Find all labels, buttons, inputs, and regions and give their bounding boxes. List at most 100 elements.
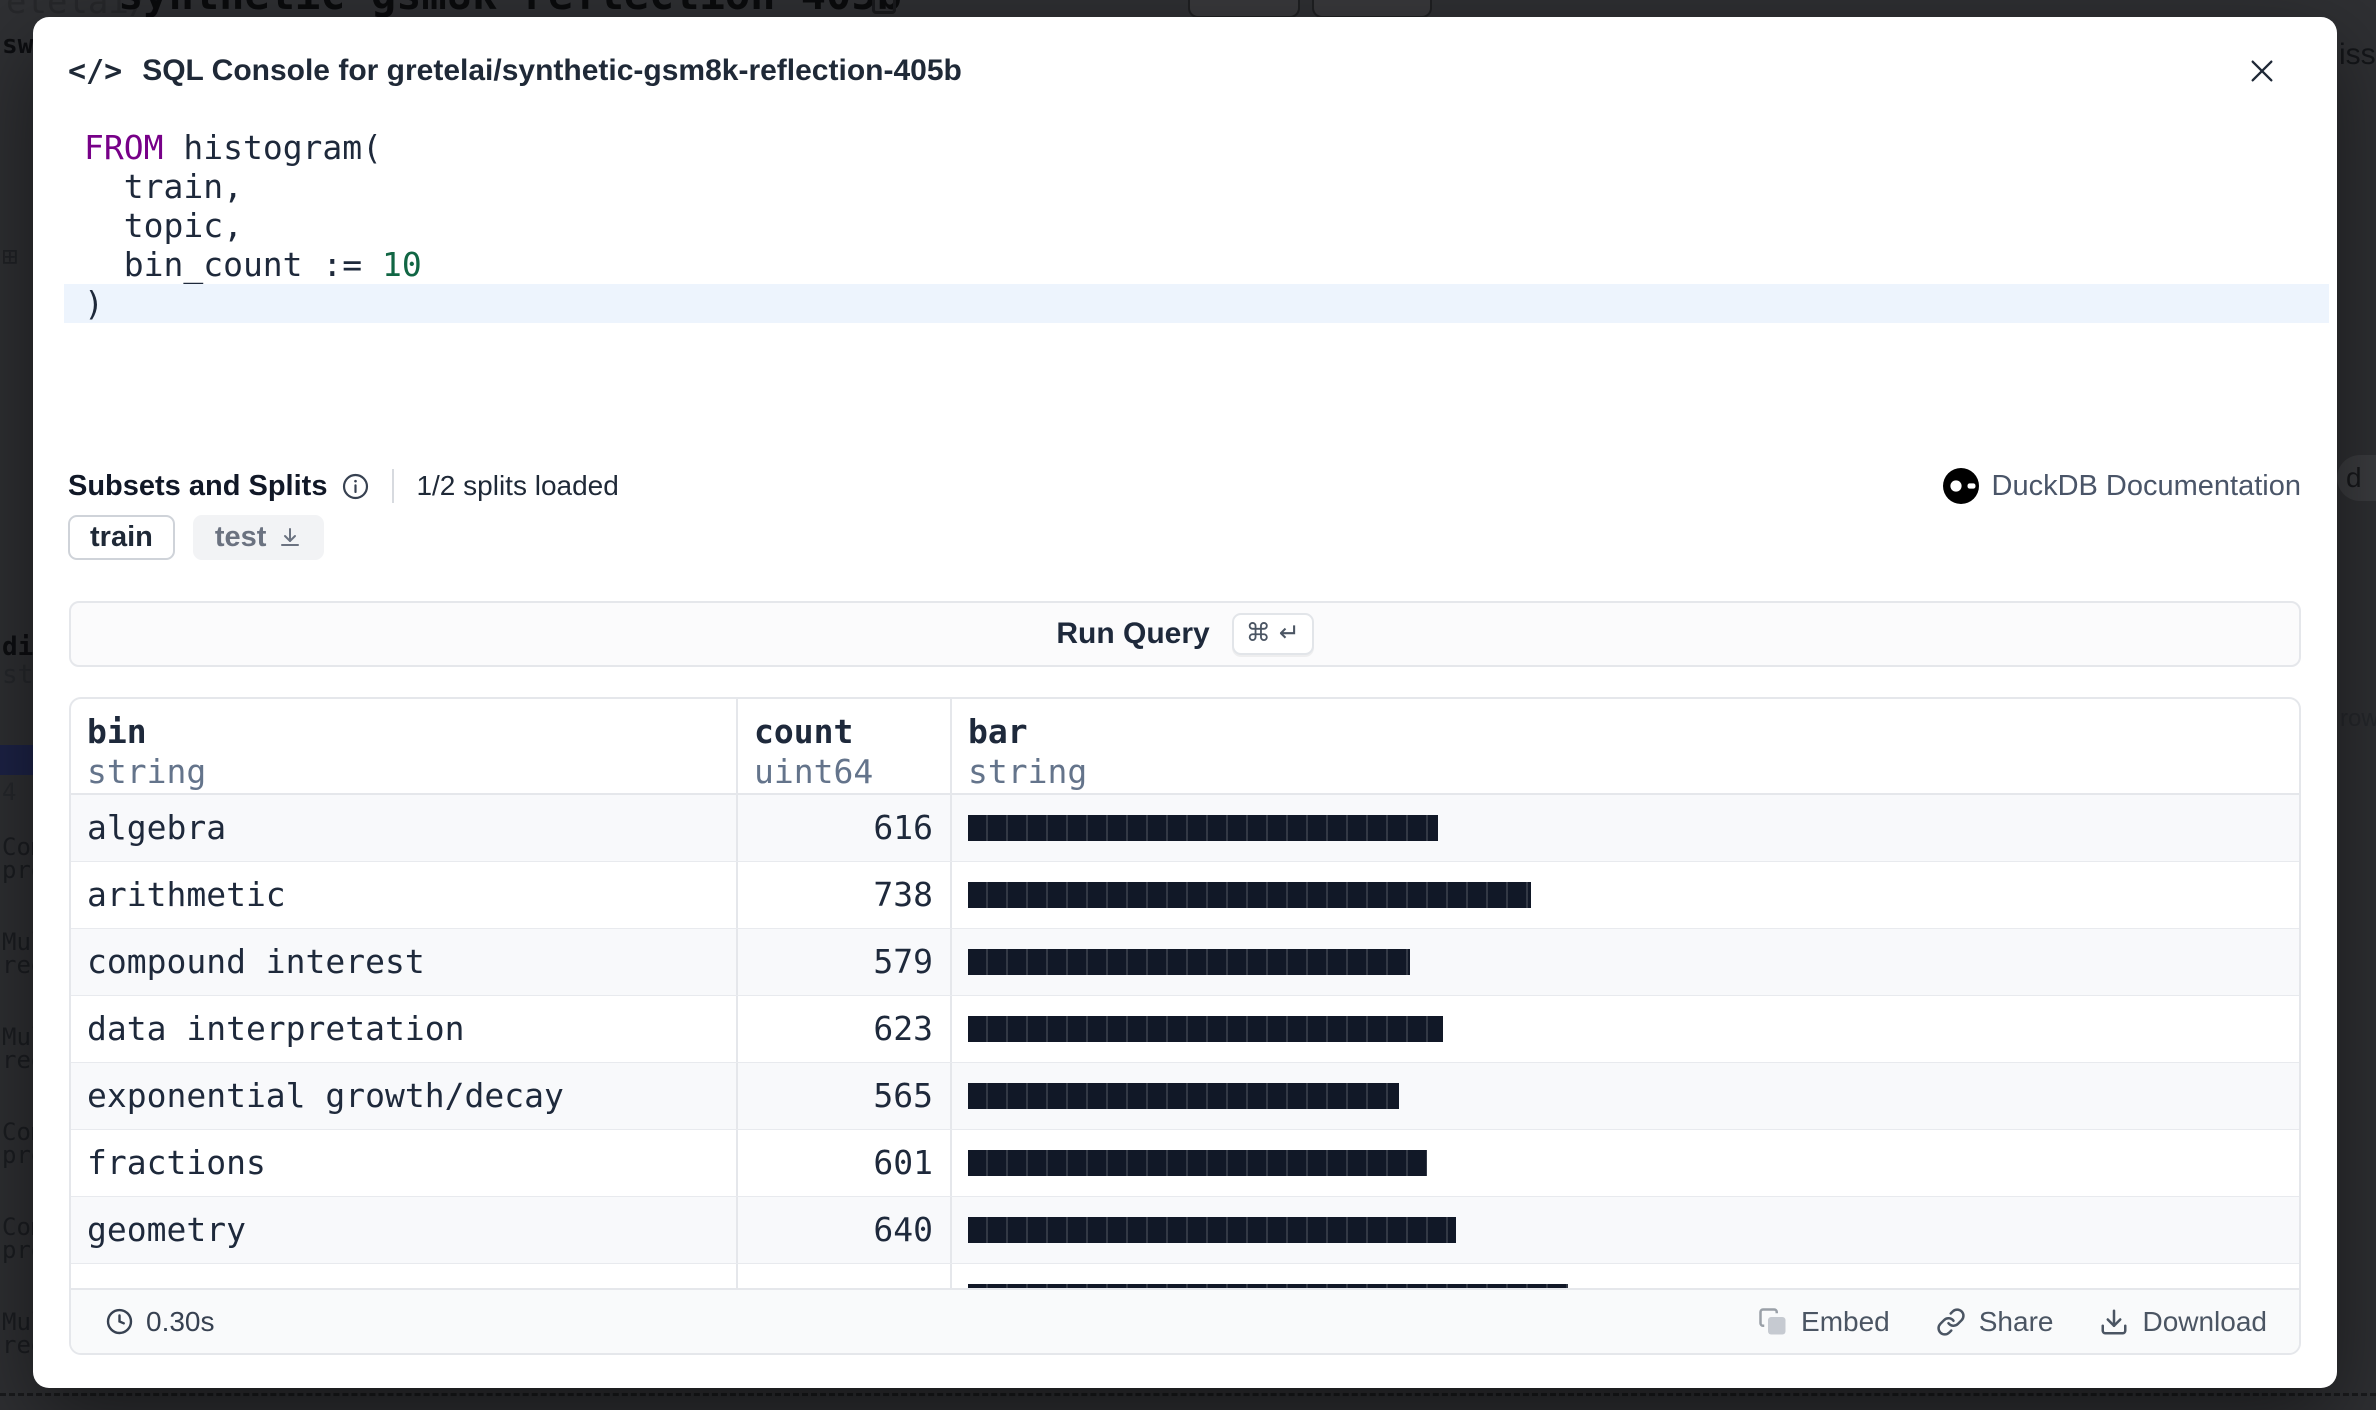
run-query-label: Run Query [1056,617,1210,650]
table-body[interactable]: algebra 616 arithmetic 738 compound inte… [71,795,2299,1290]
sql-text: ) [84,284,104,323]
duckdb-documentation-link[interactable]: DuckDB Documentation [1942,468,2301,504]
cell-bar [952,996,2299,1062]
close-button[interactable] [2240,49,2284,93]
table-row-partial[interactable] [71,1264,2299,1290]
cell-bar [952,1063,2299,1129]
sql-text: bin_count := [84,245,383,284]
subsets-and-splits-row: Subsets and Splits 1/2 splits loaded Duc… [68,467,2301,505]
cell-bin: exponential growth/decay [71,1063,738,1129]
backdrop-fragment: sw [2,30,34,60]
histogram-bar [968,1083,1399,1109]
keyboard-shortcut-badge: ⌘ ↵ [1231,613,1314,655]
run-query-button[interactable]: Run Query ⌘ ↵ [69,601,2301,667]
column-name: count [754,712,854,751]
split-button-test[interactable]: test [192,515,325,560]
sql-text: train, [84,167,243,206]
table-row[interactable]: exponential growth/decay 565 [71,1063,2299,1130]
code-line: topic, [64,206,2329,245]
column-header-count[interactable]: count uint64 [738,699,952,793]
cell-count: 623 [738,996,952,1062]
code-icon: </> [68,53,123,89]
modal-title: SQL Console for gretelai/synthetic-gsm8k… [142,54,962,87]
histogram-bar [968,882,1531,908]
backdrop-fragment: d [2346,462,2362,493]
divider [392,469,395,503]
backdrop-pill-fragment [1312,0,1432,18]
subsets-heading: Subsets and Splits [68,469,328,502]
sql-number: 10 [382,245,422,284]
query-duration: 0.30s [105,1306,215,1338]
duckdb-documentation-label: DuckDB Documentation [1991,469,2301,502]
sql-text: histogram( [163,128,383,167]
code-line: train, [64,167,2329,206]
histogram-bar [968,1217,1456,1243]
backdrop-repo-name-fragment: synthetic-gsm8k-reflection-405b [118,0,902,19]
cell-bar [952,929,2299,995]
column-header-bar[interactable]: bar string [952,699,2299,793]
cell-bin: fractions [71,1130,738,1196]
table-row[interactable]: algebra 616 [71,795,2299,862]
cell-count: 601 [738,1130,952,1196]
close-icon [2251,60,2273,82]
cell-bin: geometry [71,1197,738,1263]
clock-icon [106,1308,133,1335]
table-row[interactable]: fractions 601 [71,1130,2299,1197]
cell-bin: algebra [71,795,738,861]
backdrop-divider [0,1393,2376,1396]
duration-value: 0.30s [146,1305,215,1337]
table-header: bin string count uint64 bar string [71,699,2299,795]
modal-header: </> SQL Console for gretelai/synthetic-g… [68,47,2302,95]
download-label: Download [2142,1305,2267,1337]
share-link-icon [1937,1307,1965,1336]
embed-button[interactable]: Embed [1758,1306,1890,1338]
cell-count: 738 [738,862,952,928]
histogram-bar [968,1016,1443,1042]
cell-count [738,1264,952,1290]
cell-bin: arithmetic [71,862,738,928]
share-button[interactable]: Share [1936,1305,2054,1338]
download-button[interactable]: Download [2099,1306,2267,1338]
cell-bin [71,1264,738,1290]
share-label: Share [1978,1305,2054,1337]
histogram-bar [968,815,1438,841]
code-line: FROM histogram( [64,128,2329,167]
cmd-key-icon: ⌘ [1245,619,1271,647]
table-row[interactable]: compound interest 579 [71,929,2299,996]
table-row[interactable]: arithmetic 738 [71,862,2299,929]
cell-count: 579 [738,929,952,995]
column-name: bin [87,712,147,751]
enter-key-icon: ↵ [1278,619,1300,647]
footer-actions: Embed Share Download [1758,1306,2267,1338]
cell-count: 616 [738,795,952,861]
cell-count: 565 [738,1063,952,1129]
backdrop-selected-row-fragment [0,745,33,775]
code-line: bin_count := 10 [64,245,2329,284]
sql-text: topic, [84,206,243,245]
split-buttons: train test [68,515,325,560]
table-row[interactable]: data interpretation 623 [71,996,2299,1063]
column-type: uint64 [754,752,874,791]
cell-bin: compound interest [71,929,738,995]
table-row[interactable]: geometry 640 [71,1197,2299,1264]
info-icon[interactable] [341,472,370,501]
cell-bar [952,1264,2299,1290]
histogram-bar [968,1284,1568,1290]
column-type: string [87,752,207,791]
column-type: string [968,752,1088,791]
split-button-train[interactable]: train [68,515,175,560]
cell-bar [952,1197,2299,1263]
download-icon [2101,1309,2127,1334]
cell-bin: data interpretation [71,996,738,1062]
sql-editor[interactable]: FROM histogram( train, topic, bin_count … [64,128,2329,323]
query-results-table: bin string count uint64 bar string algeb… [69,697,2301,1355]
column-header-bin[interactable]: bin string [71,699,738,793]
split-label: train [90,521,153,553]
embed-label: Embed [1801,1305,1890,1337]
cell-bar [952,862,2299,928]
duckdb-logo-icon [1942,468,1979,504]
splits-loaded-status: 1/2 splits loaded [416,470,619,501]
backdrop-button-fragment [2337,455,2376,501]
cell-count: 640 [738,1197,952,1263]
histogram-bar [968,1150,1427,1176]
